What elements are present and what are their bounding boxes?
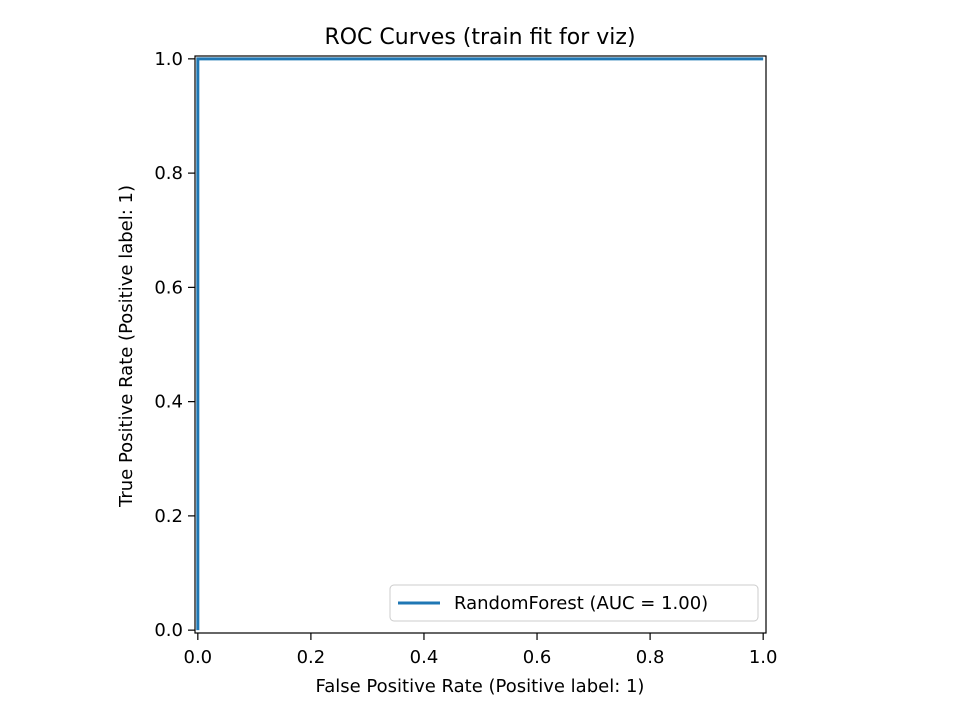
y-tick-label-2: 0.4 <box>154 392 183 413</box>
x-tick-label-4: 0.8 <box>636 647 665 668</box>
legend: RandomForest (AUC = 1.00) <box>389 584 759 622</box>
x-tick-label-1: 0.2 <box>297 647 326 668</box>
x-tick-label-3: 0.6 <box>523 647 552 668</box>
x-axis-label: False Positive Rate (Positive label: 1) <box>316 676 645 697</box>
legend-label-0: RandomForest (AUC = 1.00) <box>454 593 708 614</box>
x-tick-label-0: 0.0 <box>184 647 213 668</box>
y-tick-label-4: 0.8 <box>154 163 183 184</box>
x-tick-label-2: 0.4 <box>410 647 439 668</box>
y-tick-label-3: 0.6 <box>154 277 183 298</box>
y-tick-label-1: 0.2 <box>154 506 183 527</box>
y-axis-label: True Positive Rate (Positive label: 1) <box>116 185 137 508</box>
x-tick-label-5: 1.0 <box>749 647 778 668</box>
y-tick-label-5: 1.0 <box>154 49 183 70</box>
axes-frame <box>194 55 767 634</box>
plot-area: 0.0 0.2 0.4 0.6 0.8 1.0 0.0 0.2 0.4 0.6 0.8 1.0 <box>154 49 777 668</box>
legend-box <box>389 584 759 622</box>
chart-title: ROC Curves (train fit for viz) <box>324 25 635 50</box>
y-tick-label-0: 0.0 <box>154 620 183 641</box>
series-line-0 <box>196 57 764 631</box>
